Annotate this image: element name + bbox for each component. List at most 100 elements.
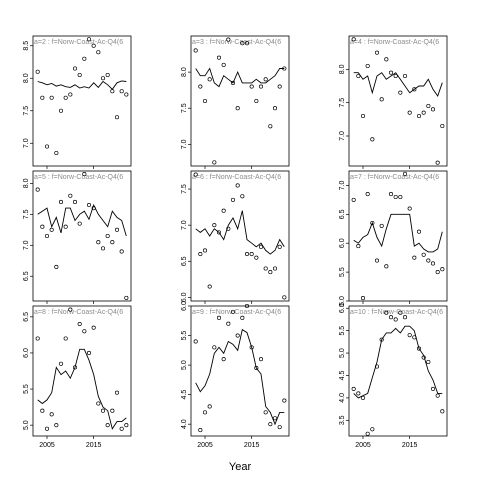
data-point <box>435 393 440 398</box>
data-point <box>110 408 115 413</box>
panel: a=9 : f=Norw-Coast-Ac-Q4(6 4.0 4.5 5.0 5.5 6.… <box>181 301 290 449</box>
data-point <box>244 303 250 309</box>
data-point <box>351 37 356 42</box>
y-tick-label: 7.0 <box>23 138 30 148</box>
data-point <box>240 315 245 320</box>
fit-line <box>37 348 127 430</box>
data-point <box>35 187 40 192</box>
panel: a=3 : f=Norw-Coast-Ac-Q4(6 7.0 7.5 8.0 <box>181 35 290 169</box>
panel: a=8 : f=Norw-Coast-Ac-Q4(6 5.0 5.5 6.0 6.5 20… <box>23 305 132 449</box>
fit-line <box>353 325 443 399</box>
data-point <box>235 183 240 188</box>
data-point <box>212 160 217 165</box>
y-tick-label: 4.0 <box>181 419 188 429</box>
fit-line <box>353 213 443 253</box>
data-point <box>258 244 264 249</box>
panel-frame <box>190 305 290 437</box>
data-point <box>421 355 426 360</box>
data-point <box>272 416 278 421</box>
data-point <box>435 270 440 275</box>
y-tick-label: 8.0 <box>23 178 30 188</box>
data-point <box>421 252 426 257</box>
panel: a=2 : f=Norw-Coast-Ac-Q4(6 7.0 7.5 8.0 8.5 <box>23 35 132 169</box>
data-point <box>86 350 92 355</box>
data-point <box>100 246 106 251</box>
x-tick-label: 2015 <box>86 442 102 449</box>
data-point <box>426 359 431 365</box>
data-point <box>91 206 96 211</box>
data-point <box>370 220 375 226</box>
data-point <box>114 115 120 120</box>
panel-label: a=4 : f=Norw-Coast-Ac-Q4(6 <box>350 39 439 46</box>
data-point <box>426 103 431 109</box>
data-point <box>384 264 389 269</box>
y-tick-label: 5.5 <box>339 326 346 336</box>
data-point <box>230 80 236 85</box>
x-tick-label: 2005 <box>355 442 371 449</box>
data-point <box>240 41 245 46</box>
data-point <box>272 266 278 271</box>
data-point <box>221 208 226 213</box>
data-point <box>370 137 375 142</box>
data-point <box>356 73 361 79</box>
data-point <box>393 73 398 79</box>
panel-label: a=7 : f=Norw-Coast-Ac-Q4(6 <box>350 174 439 181</box>
y-tick-label: 8.0 <box>339 64 346 74</box>
data-point <box>379 337 384 342</box>
data-point <box>49 412 54 417</box>
data-point <box>202 98 208 104</box>
data-point <box>268 422 273 427</box>
y-tick-label: 5.0 <box>181 360 188 370</box>
data-point <box>119 426 124 431</box>
y-tick-label: 6.0 <box>181 301 188 311</box>
y-tick-label: 6.5 <box>23 312 30 322</box>
data-point <box>216 230 222 235</box>
data-point <box>40 95 45 100</box>
data-point <box>212 223 217 228</box>
data-point <box>221 357 226 362</box>
y-tick-label: 6.0 <box>181 292 188 302</box>
data-point <box>365 192 370 197</box>
data-point <box>54 150 59 156</box>
y-tick-label: 5.5 <box>181 331 188 341</box>
data-point <box>44 426 50 431</box>
panel: a=7 : f=Norw-Coast-Ac-Q4(6 5.0 5.5 6.0 6.5 7.… <box>339 170 448 306</box>
data-point <box>379 97 384 102</box>
data-point <box>49 95 54 100</box>
data-point <box>114 390 120 395</box>
y-tick-label: 5.0 <box>339 348 346 358</box>
data-point <box>49 227 54 232</box>
data-point <box>393 194 398 200</box>
panel-frame <box>190 170 290 302</box>
fit-line <box>353 72 443 97</box>
data-point <box>58 199 64 205</box>
data-point <box>230 197 236 202</box>
data-point <box>398 310 403 315</box>
data-point <box>258 357 264 362</box>
data-point <box>63 224 68 229</box>
data-point <box>207 404 212 409</box>
data-point <box>207 284 212 289</box>
y-tick-label: 7.0 <box>23 240 30 250</box>
panel-label: a=9 : f=Norw-Coast-Ac-Q4(6 <box>192 309 281 316</box>
y-tick-label: 5.0 <box>23 420 30 430</box>
data-point <box>40 224 45 229</box>
data-point <box>198 252 203 257</box>
data-point <box>440 123 445 129</box>
data-point <box>230 309 236 314</box>
data-point <box>40 408 45 413</box>
data-point <box>105 233 110 239</box>
panel-frame <box>348 35 448 167</box>
data-point <box>412 87 417 92</box>
data-point <box>58 361 64 366</box>
data-point <box>96 240 101 245</box>
data-point <box>268 124 273 129</box>
data-point <box>282 398 287 403</box>
data-point <box>393 317 398 322</box>
panel-label: a=8 : f=Norw-Coast-Ac-Q4(6 <box>34 309 123 316</box>
y-tick-label: 5.0 <box>339 296 346 306</box>
data-point <box>412 255 417 260</box>
data-point <box>216 55 222 60</box>
y-tick-label: 7.0 <box>339 180 346 190</box>
data-point <box>216 315 222 320</box>
